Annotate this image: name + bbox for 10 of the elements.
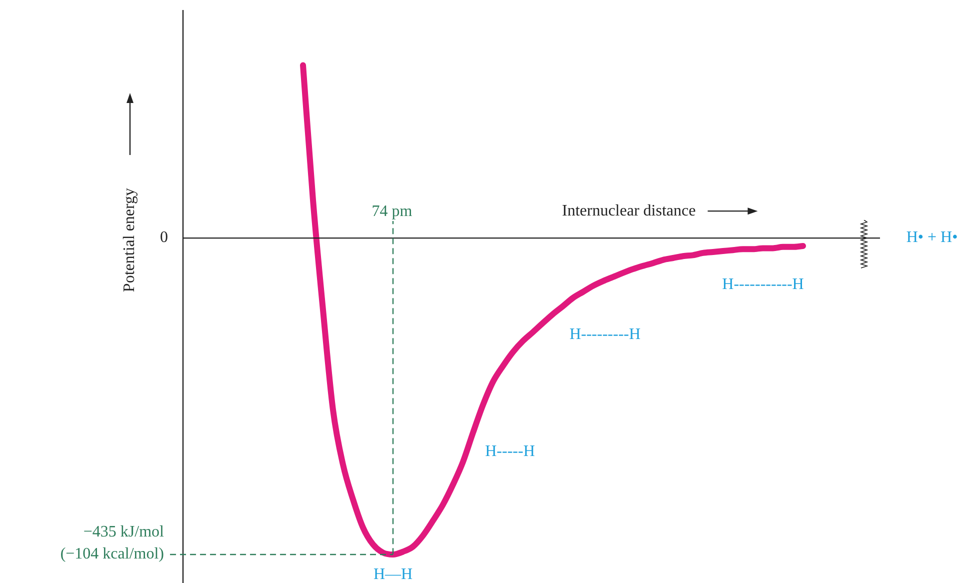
text: H—H xyxy=(373,566,413,583)
annotation: H-----H xyxy=(485,443,536,460)
annotation: H-----------H xyxy=(722,276,804,294)
x-axis-title: Internuclear distance xyxy=(562,202,696,220)
annotation: 74 pm xyxy=(372,203,413,220)
annotation: H• + H• xyxy=(906,229,958,246)
ref-line-label: −435 kJ/mol (−104 kcal/mol) xyxy=(60,524,165,563)
text: 0 xyxy=(160,229,168,246)
y-axis-title: Potential energy xyxy=(121,188,138,292)
annotation: H---------H xyxy=(569,326,641,344)
